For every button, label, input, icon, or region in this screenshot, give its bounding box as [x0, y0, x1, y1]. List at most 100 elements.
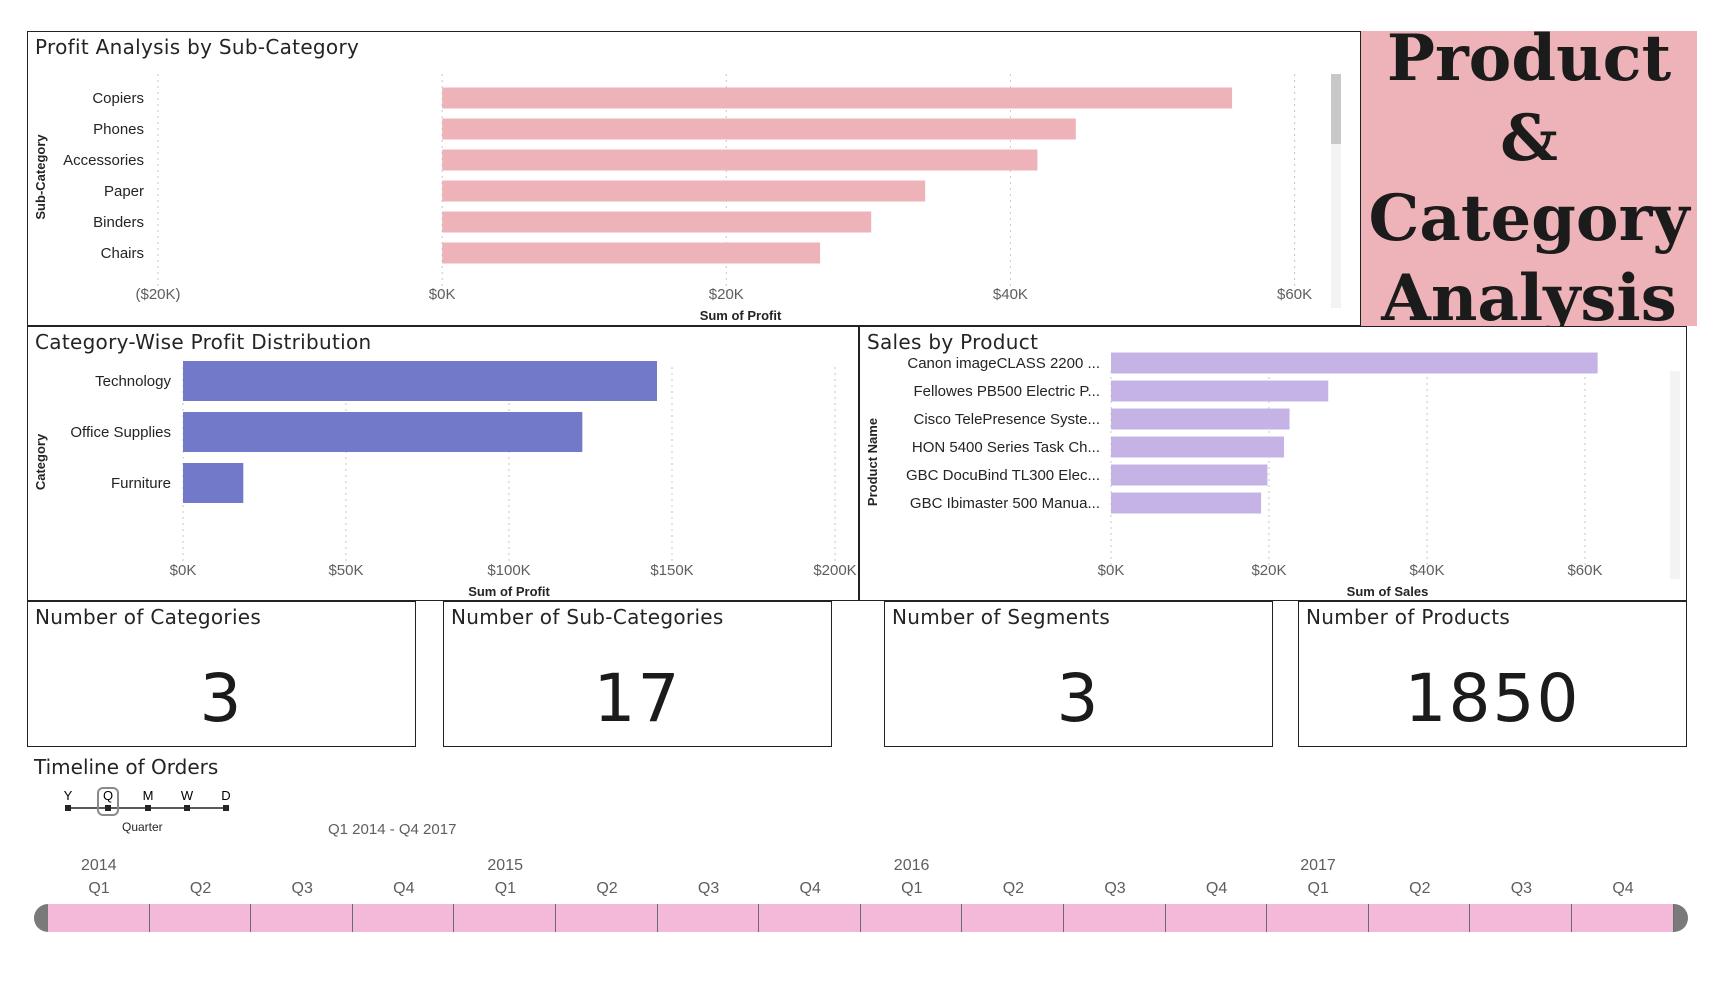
bar [1111, 352, 1598, 374]
timeline-quarter-cell[interactable] [860, 904, 963, 932]
product-bar-chart: $0K $20K $40K $60K Canon imageCLASS 2200 ...… [865, 352, 1603, 599]
x-tick-label: $0K [429, 286, 456, 303]
kpi-value: 17 [593, 660, 682, 737]
kpi-value: 1850 [1404, 660, 1581, 737]
timeline-quarter-label: Q2 [189, 880, 212, 897]
granularity-stop-day[interactable]: D [221, 788, 231, 811]
timeline-quarter-cell[interactable] [657, 904, 760, 932]
x-tick-label: $60K [1567, 562, 1602, 579]
bar [442, 180, 926, 202]
bar [442, 211, 872, 233]
timeline-quarter-cell[interactable] [454, 904, 556, 932]
timeline-year-label: 2015 [487, 857, 523, 874]
timeline-title: Timeline of Orders [34, 755, 219, 779]
product-scrollbar[interactable] [1670, 371, 1680, 579]
dashboard-title-box: Product & Category Analysis [1361, 21, 1697, 336]
category-profit-panel: Category-Wise Profit Distribution $0K $50… [27, 326, 859, 601]
timeline-quarter-label: Q4 [393, 880, 415, 897]
subcategory-scroll-thumb[interactable] [1331, 74, 1341, 144]
timeline-quarter-cell[interactable] [149, 904, 252, 932]
svg-text:Y: Y [64, 788, 73, 803]
timeline-quarter-cell[interactable] [48, 904, 150, 932]
timeline-quarter-cell[interactable] [1165, 904, 1268, 932]
x-tick-label: $20K [709, 286, 744, 303]
timeline-quarter-cell[interactable] [1470, 904, 1572, 932]
bar [442, 118, 1076, 140]
category-label: Cisco TelePresence Syste... [914, 411, 1100, 428]
timeline-year-label: 2017 [1300, 857, 1336, 874]
subcategory-chart-title: Profit Analysis by Sub-Category [35, 35, 360, 59]
timeline-quarter-label: Q1 [901, 880, 923, 897]
timeline-quarter-cell[interactable] [251, 904, 353, 932]
timeline-quarter-cell[interactable] [759, 904, 861, 932]
category-label: Fellowes PB500 Electric P... [914, 383, 1100, 400]
product-chart-title: Sales by Product [867, 330, 1039, 354]
bar [183, 463, 244, 503]
kpi-label: Number of Segments [892, 605, 1111, 629]
category-label: Paper [104, 183, 144, 200]
category-label: GBC Ibimaster 500 Manua... [910, 495, 1100, 512]
granularity-stop-month[interactable]: M [143, 788, 154, 811]
x-tick-label: $40K [1409, 562, 1444, 579]
kpi-value: 3 [199, 660, 244, 737]
timeline-quarter-cell[interactable] [962, 904, 1064, 932]
x-tick-label: $100K [487, 562, 530, 579]
timeline-quarter-label: Q2 [1002, 880, 1025, 897]
timeline-quarter-cell[interactable] [352, 904, 455, 932]
timeline-quarter-label: Q3 [291, 880, 313, 897]
timeline-quarter-cell[interactable] [1571, 904, 1674, 932]
kpi-value: 3 [1056, 660, 1101, 737]
svg-text:Q: Q [103, 788, 113, 803]
timeline-quarter-label: Q3 [1104, 880, 1126, 897]
granularity-stop-quarter[interactable]: Q [103, 788, 113, 811]
kpi-card-subcategories: Number of Sub-Categories 17 [443, 601, 832, 747]
category-bar-chart: $0K $50K $100K $150K $200K Technology Office S… [33, 361, 857, 599]
category-label: Accessories [63, 152, 144, 169]
bar [1111, 408, 1290, 430]
timeline-quarter-label: Q1 [88, 880, 110, 897]
subcategory-bar-chart: ($20K) $0K $20K $40K $60K Copiers Phones Access… [33, 74, 1312, 323]
category-label: Binders [93, 214, 144, 231]
granularity-stop-week[interactable]: W [181, 788, 194, 811]
category-chart-title: Category-Wise Profit Distribution [35, 330, 372, 354]
x-tick-label: ($20K) [135, 286, 180, 303]
svg-text:W: W [181, 788, 194, 803]
y-axis-title: Sub-Category [33, 134, 48, 220]
bar [1111, 492, 1262, 514]
x-tick-label: $20K [1251, 562, 1286, 579]
granularity-stop-year[interactable]: Y [64, 788, 73, 811]
category-label: Canon imageCLASS 2200 ... [907, 355, 1100, 372]
kpi-label: Number of Products [1306, 605, 1511, 629]
bar [442, 87, 1233, 109]
kpi-label: Number of Categories [35, 605, 262, 629]
timeline-quarter-cell[interactable] [1267, 904, 1369, 932]
svg-text:D: D [221, 788, 230, 803]
kpi-card-categories: Number of Categories 3 [27, 601, 416, 747]
category-label: Furniture [111, 475, 171, 492]
granularity-label: Quarter [122, 820, 163, 834]
category-label: Office Supplies [70, 424, 171, 441]
x-tick-label: $0K [1098, 562, 1125, 579]
category-label: GBC DocuBind TL300 Elec... [906, 467, 1100, 484]
timeline-quarter-label: Q1 [1307, 880, 1329, 897]
dashboard-title: Product & Category Analysis [1368, 20, 1690, 336]
granularity-selector[interactable]: Y Q M W D [60, 782, 240, 832]
timeline-quarter-cell[interactable] [1063, 904, 1166, 932]
subcategory-profit-panel: Profit Analysis by Sub-Category ($20K) $0… [27, 31, 1361, 326]
timeline-quarter-label: Q4 [1205, 880, 1228, 897]
timeline-quarter-cell[interactable] [555, 904, 658, 932]
category-label: Chairs [101, 245, 144, 262]
timeline-quarter-label: Q3 [1510, 880, 1533, 897]
category-label: Copiers [92, 90, 144, 107]
category-label: HON 5400 Series Task Ch... [912, 439, 1100, 456]
y-axis-title: Product Name [865, 418, 880, 506]
bar [442, 149, 1038, 171]
timeline-quarter-cells[interactable] [48, 904, 1674, 932]
bar [1111, 464, 1268, 486]
kpi-card-products: Number of Products 1850 [1298, 601, 1687, 747]
bar [183, 412, 583, 452]
subcategory-scrollbar[interactable] [1331, 74, 1341, 308]
x-tick-label: $50K [328, 562, 363, 579]
timeline-quarter-label: Q4 [799, 880, 821, 897]
timeline-quarter-cell[interactable] [1368, 904, 1471, 932]
